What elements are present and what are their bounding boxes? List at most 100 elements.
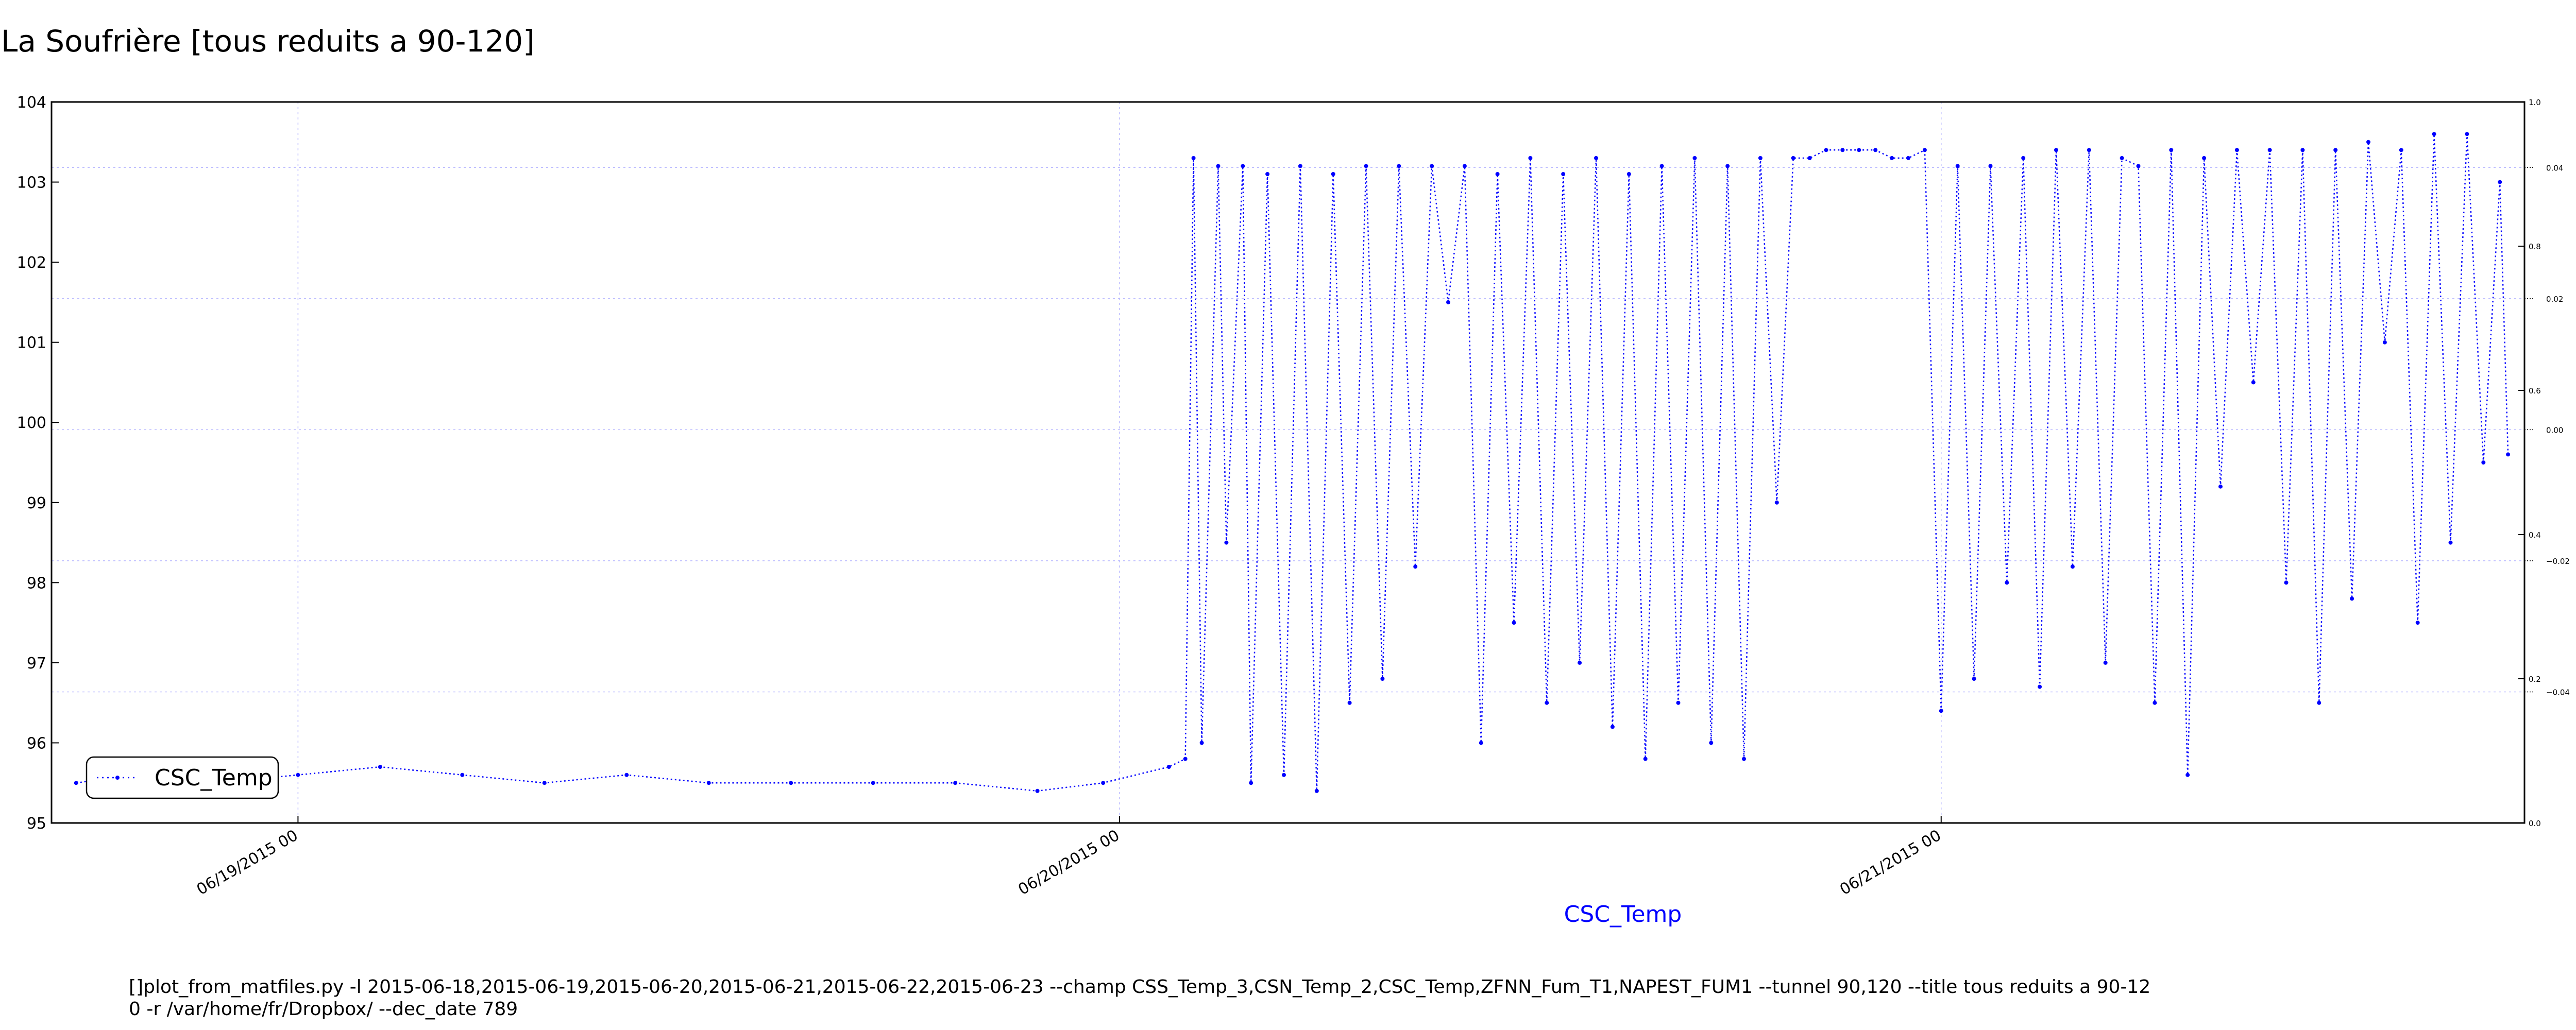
series-point — [1906, 156, 1910, 160]
series-point — [1479, 741, 1483, 745]
series-point — [1495, 172, 1500, 176]
x-tick-label: 06/20/2015 00 — [1015, 827, 1123, 899]
right-outer-tick-label: 0.8 — [2529, 242, 2541, 251]
legend-marker — [115, 776, 120, 780]
series-point — [2038, 684, 2042, 689]
y-tick-label: 99 — [27, 494, 46, 512]
series-point — [1199, 741, 1204, 745]
series-point — [2103, 660, 2108, 665]
series-point — [1873, 148, 1878, 152]
x-tick-label: 06/19/2015 00 — [194, 827, 301, 899]
right-outer-tick-label: 0.4 — [2529, 530, 2541, 540]
right-inner-tick-label: 0.00 — [2546, 425, 2563, 435]
y-tick-label: 104 — [17, 94, 46, 112]
series-point — [1512, 621, 1516, 625]
right-inner-tick-label: −0.04 — [2546, 688, 2570, 697]
series-point — [2399, 148, 2403, 152]
series-point — [1561, 172, 1566, 176]
series-point — [2350, 596, 2354, 601]
series-point — [1807, 156, 1812, 160]
series-point — [1282, 772, 1286, 777]
series-point — [2317, 700, 2321, 705]
series-point — [1166, 765, 1171, 769]
right-outer-tick-label: 0.0 — [2529, 819, 2541, 828]
series-point — [1955, 164, 1960, 168]
x-axis: 06/19/2015 00 06/20/2015 00 06/21/2015 00 — [194, 816, 1944, 899]
series-point — [953, 781, 958, 785]
series-point — [1725, 164, 1730, 168]
y-tick-label: 103 — [17, 174, 46, 192]
series-point — [74, 781, 78, 785]
series-point — [2234, 148, 2239, 152]
series-point — [624, 772, 629, 777]
series-point — [1265, 172, 1270, 176]
series-point — [2120, 156, 2124, 160]
series-point — [2506, 452, 2511, 457]
series-point — [1430, 164, 1434, 168]
series-point — [2300, 148, 2305, 152]
series-point — [2366, 140, 2370, 144]
series-point — [1545, 700, 1549, 705]
series-point — [1742, 757, 1746, 761]
command-footer: []plot_from_matfiles.py -l 2015-06-18,20… — [129, 976, 2151, 1020]
series-point — [2087, 148, 2091, 152]
right-inner-tick-label: 0.04 — [2546, 163, 2563, 173]
series-point — [2185, 772, 2190, 777]
series-point — [1241, 164, 1245, 168]
series-point — [2498, 180, 2502, 184]
series-point — [1659, 164, 1664, 168]
right-outer-tick-label: 1.0 — [2529, 98, 2541, 107]
legend: CSC_Temp — [86, 756, 279, 799]
y-tick-label: 100 — [17, 414, 46, 432]
series-point — [1298, 164, 1302, 168]
series-point — [2218, 484, 2223, 489]
series-point — [1397, 164, 1401, 168]
series-point — [1758, 156, 1762, 160]
y-axis-left: 95 96 97 98 99 100 101 102 103 104 — [17, 94, 59, 833]
series-point — [1578, 660, 1582, 665]
series-point — [1413, 564, 1418, 569]
series-point — [2070, 564, 2075, 569]
y-axis-right-inner: −0.04 −0.02 0.00 0.02 0.04 — [2524, 163, 2570, 697]
series-point — [2169, 148, 2174, 152]
series-point — [1610, 725, 1615, 729]
series-point — [1364, 164, 1368, 168]
series-point — [1972, 677, 1976, 681]
series-point — [1347, 700, 1352, 705]
y-tick-label: 102 — [17, 254, 46, 272]
series-point — [1774, 500, 1779, 505]
series-point — [1446, 300, 1450, 304]
series-point — [1331, 172, 1335, 176]
y-tick-label: 96 — [27, 734, 46, 752]
series-point — [1791, 156, 1795, 160]
series-point — [1183, 757, 1188, 761]
grid-lines — [52, 102, 2524, 823]
series-point — [1840, 148, 1845, 152]
series-point — [296, 772, 300, 777]
plot-frame — [50, 101, 2526, 824]
x-tick-label: 06/21/2015 00 — [1837, 827, 1944, 899]
series-point — [1594, 156, 1598, 160]
series-point — [2465, 132, 2469, 136]
series-point — [542, 781, 547, 785]
series-point — [1988, 164, 1993, 168]
series-point — [2415, 621, 2420, 625]
series-point — [2021, 156, 2026, 160]
series-point — [2382, 340, 2387, 345]
series-point — [1692, 156, 1697, 160]
series-point — [1676, 700, 1681, 705]
series-point — [2251, 380, 2256, 385]
x-axis-label: CSC_Temp — [1564, 901, 1682, 928]
series-point — [2481, 460, 2486, 465]
series-point — [2432, 132, 2436, 136]
series-point — [1709, 741, 1714, 745]
y-tick-label: 95 — [27, 815, 46, 833]
chart-title: La Soufrière [tous reduits a 90-120] — [1, 24, 535, 59]
series-point — [1216, 164, 1221, 168]
y-tick-label: 101 — [17, 334, 46, 352]
series-point — [1191, 156, 1196, 160]
series-point — [1922, 148, 1927, 152]
series-point — [2136, 164, 2141, 168]
series-line — [76, 134, 2509, 792]
